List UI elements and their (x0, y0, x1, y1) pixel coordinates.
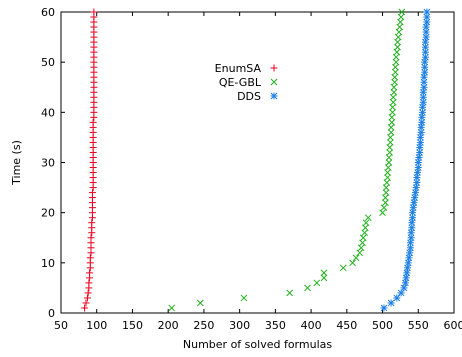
data-point (391, 89, 397, 95)
y-tick-label: 40 (41, 106, 55, 119)
series-layer (81, 9, 430, 312)
data-point (382, 200, 388, 206)
x-tick-label: 350 (265, 319, 286, 332)
data-point (86, 269, 93, 276)
x-tick-label: 100 (86, 319, 107, 332)
series-enumsa (81, 9, 97, 312)
data-point (400, 284, 407, 291)
x-tick-label: 500 (372, 319, 393, 332)
data-point (387, 139, 393, 145)
data-point (393, 59, 399, 65)
data-point (383, 190, 389, 196)
data-point (321, 270, 327, 276)
data-point (85, 279, 92, 286)
data-point (88, 234, 95, 241)
data-point (83, 299, 90, 306)
x-tick-label: 450 (336, 319, 357, 332)
data-point (358, 245, 364, 251)
data-point (380, 304, 387, 311)
data-point (392, 79, 398, 85)
y-tick-label: 50 (41, 56, 55, 69)
x-tick-label: 200 (158, 319, 179, 332)
data-point (169, 305, 175, 311)
legend-label: QE-GBL (219, 76, 262, 89)
y-axis-label: Time (s) (10, 140, 23, 186)
data-point (388, 129, 394, 135)
data-point (81, 304, 88, 311)
data-point (423, 9, 430, 16)
data-point (363, 220, 369, 226)
data-point (87, 254, 94, 261)
data-point (390, 109, 396, 115)
legend-marker (271, 93, 278, 100)
legend-marker (271, 65, 278, 72)
data-point (381, 205, 387, 211)
data-point (395, 44, 401, 50)
data-point (385, 175, 391, 181)
data-point (392, 69, 398, 75)
data-point (305, 285, 311, 291)
legend-label: EnumSA (215, 62, 262, 75)
data-point (357, 250, 363, 256)
series-qe-gbl (169, 9, 405, 311)
y-tick-label: 20 (41, 207, 55, 220)
legend-marker (271, 79, 277, 85)
data-point (353, 255, 359, 261)
x-tick-label: 150 (122, 319, 143, 332)
y-tick-label: 0 (48, 307, 55, 320)
x-axis: 50 100 150 200 250 300 350 400 450 500 550 600 (54, 12, 462, 332)
data-point (84, 294, 91, 301)
x-tick-label: 250 (193, 319, 214, 332)
data-point (89, 189, 96, 196)
data-point (321, 275, 327, 281)
series-dds (380, 9, 430, 312)
data-point (365, 215, 371, 221)
y-axis: 0 10 20 30 40 50 60 (41, 6, 454, 320)
y-tick-label: 30 (41, 157, 55, 170)
y-tick-label: 10 (41, 257, 55, 270)
x-tick-label: 50 (54, 319, 68, 332)
legend-label: DDS (237, 90, 261, 103)
data-point (389, 119, 395, 125)
y-tick-label: 60 (41, 6, 55, 19)
data-point (386, 160, 392, 166)
x-axis-label: Number of solved formulas (183, 338, 332, 351)
x-tick-label: 300 (229, 319, 250, 332)
data-point (390, 99, 396, 105)
data-point (287, 290, 293, 296)
data-point (197, 300, 203, 306)
data-point (90, 119, 97, 126)
data-point (350, 260, 356, 266)
data-point (88, 219, 95, 226)
plot-frame (61, 12, 454, 313)
x-tick-label: 400 (301, 319, 322, 332)
data-point (85, 289, 92, 296)
data-point (380, 210, 386, 216)
data-point (387, 149, 393, 155)
data-point (241, 295, 247, 301)
data-point (314, 280, 320, 286)
data-point (340, 265, 346, 271)
data-point (360, 235, 366, 241)
data-point (393, 294, 400, 301)
x-tick-label: 550 (408, 319, 429, 332)
x-tick-label: 600 (444, 319, 462, 332)
